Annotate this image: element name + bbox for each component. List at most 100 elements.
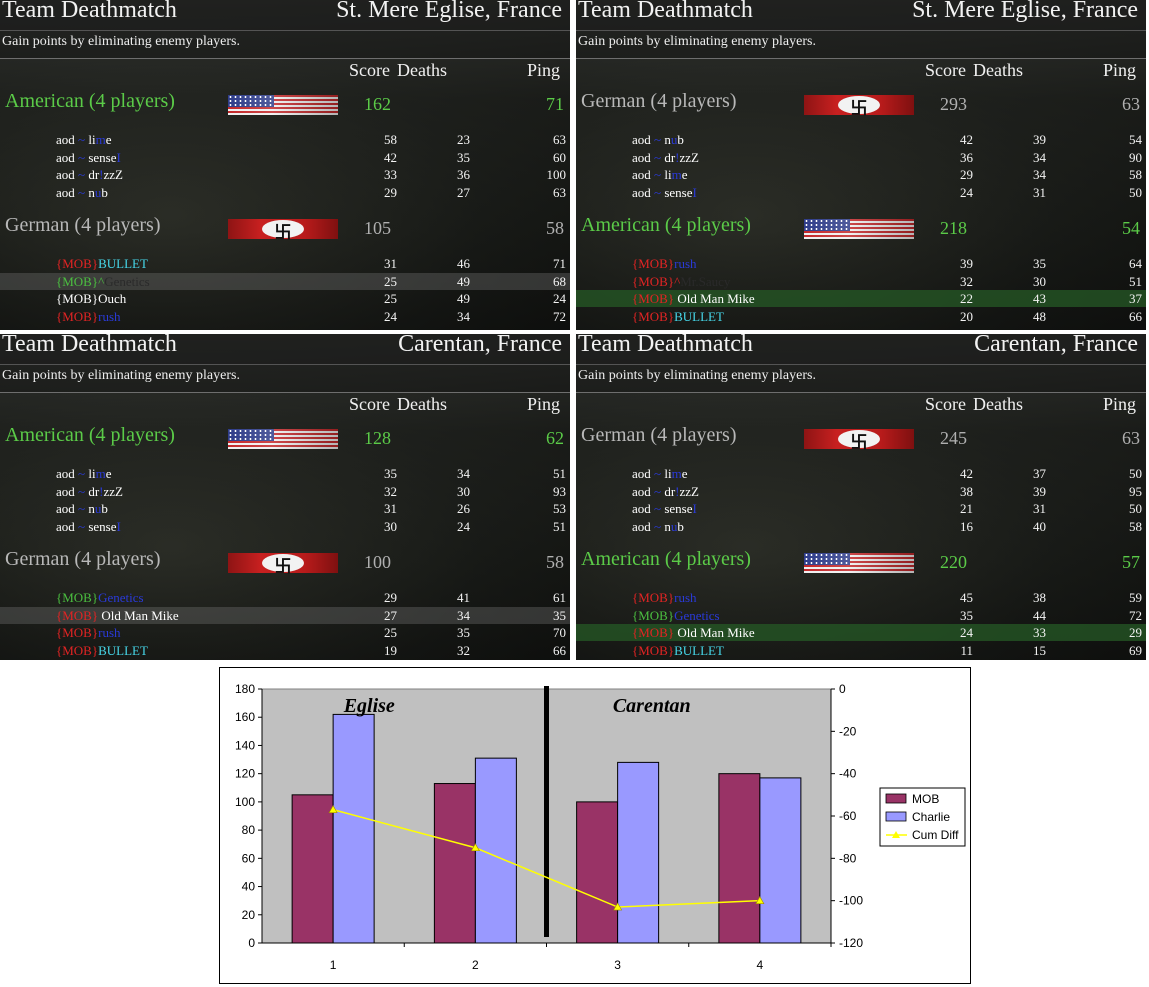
team-ping: 63 [1122,428,1140,448]
y-tick-label: 80 [242,823,256,837]
player-ping: 69 [1129,642,1142,658]
player-deaths: 49 [457,291,470,307]
player-score: 39 [960,256,973,271]
y-tick-label: 160 [235,710,255,724]
column-header-ping: Ping [1103,394,1137,414]
player-score: 25 [384,291,397,307]
team-ping: 62 [546,428,564,448]
player-deaths: 34 [1033,149,1046,165]
player-score: 42 [384,149,397,165]
player-score: 24 [384,308,397,324]
player-name-part: {MOB} [632,308,675,324]
y-tick-label: 40 [242,880,256,894]
player-score: 20 [960,308,973,324]
player-name-part: ~ [654,466,665,481]
annotation-eglise: Eglise [343,695,395,717]
player-score: 31 [384,256,397,271]
player-name-part: rush [674,256,697,271]
player-name-part: Genetics [104,273,150,289]
player-ping: 72 [553,308,566,324]
player-name-part: aod [56,132,79,147]
player-score: 29 [960,167,973,183]
player-name-part: ~ [654,483,665,499]
player-name-part: m [671,167,682,183]
player-name: {MOB}rush [56,625,121,641]
player-name-part: ~ [654,149,665,165]
player-score: 35 [960,607,973,623]
team-name: American (4 players) [5,90,175,112]
player-name-part: ~ [78,149,89,165]
player-name-part: ~ [78,184,89,200]
player-name-part: ! [99,483,104,499]
player-name-part: aod [56,518,79,534]
player-name-part: aod [632,483,655,499]
objective-bar: Gain points by eliminating enemy players… [0,364,570,393]
player-score: 16 [960,518,973,534]
game-mode-title: Team Deathmatch [578,0,753,23]
player-ping: 63 [553,184,566,200]
y2-tick-label: -60 [839,809,857,823]
player-name: {MOB}rush [56,309,121,325]
player-row [0,272,570,290]
game-mode-title: Team Deathmatch [2,0,177,23]
player-deaths: 43 [1033,291,1046,307]
player-row [0,606,570,624]
score-chart: 180 160 140 120 100 80 60 40 20 0 0 -20 -40 -60 -80 -10… [219,667,971,984]
bar-mob [576,801,619,944]
player-name: {MOB}BULLET [632,643,724,659]
player-name-part: ~ [654,184,665,200]
us-flag-icon [804,553,914,573]
player-name: aod ~ lime [56,466,111,482]
bar-mob [291,794,334,944]
player-name-part: sense [664,501,693,517]
column-header-deaths: Deaths [973,60,1023,80]
player-name: aod ~ nub [56,185,108,201]
player-name: {MOB}BULLET [56,643,148,659]
y2-tick-label: 0 [839,682,846,696]
column-header-score: Score [349,60,390,80]
column-header-score: Score [349,394,390,414]
player-name-part: n [88,501,95,517]
player-name-part: b [101,184,108,200]
player-ping: 61 [553,590,566,605]
player-ping: 37 [1129,291,1142,307]
player-name-part: zzZ [679,149,699,165]
title-bar: Team Deathmatch Carentan, France [0,334,570,365]
player-name-part: u [94,184,102,200]
player-score: 21 [960,501,973,517]
player-deaths: 15 [1033,642,1046,658]
player-ping: 59 [1129,590,1142,605]
player-ping: 72 [1129,607,1142,623]
player-deaths: 48 [1033,308,1046,324]
player-name-part: aod [632,501,655,517]
player-name: {MOB}rush [632,256,697,272]
bar-mob [718,773,761,944]
player-deaths: 34 [457,607,470,623]
player-ping: 100 [546,167,567,183]
team-ping: 71 [546,94,564,114]
player-deaths: 30 [1033,273,1046,289]
player-name-part: {MOB} [56,308,99,324]
scoreboard-panel: Team Deathmatch St. Mere Eglise, France Ga… [576,0,1146,330]
player-name-part: Old Man Mike [674,291,755,307]
player-ping: 95 [1129,483,1142,499]
player-name-part: rush [674,590,697,605]
player-ping: 71 [553,256,566,271]
player-name: aod ~ lime [56,132,111,148]
y-tick-label: 140 [235,738,255,752]
player-name-part: u [670,518,678,534]
player-name-part: ~ [654,518,665,534]
player-name-part: ! [675,483,680,499]
player-name-part: dr [88,167,100,183]
player-deaths: 34 [457,466,470,481]
column-header-deaths: Deaths [397,394,447,414]
player-name: {MOB}^Genetics [56,274,150,290]
player-name-part: m [95,132,106,147]
map-name: Carentan, France [398,334,562,357]
objective-text: Gain points by eliminating enemy players… [2,34,240,49]
player-deaths: 24 [457,518,470,534]
player-ping: 29 [1129,625,1142,641]
player-name-part: m [671,466,682,481]
team-score: 128 [364,428,391,448]
player-name-part: u [94,501,102,517]
